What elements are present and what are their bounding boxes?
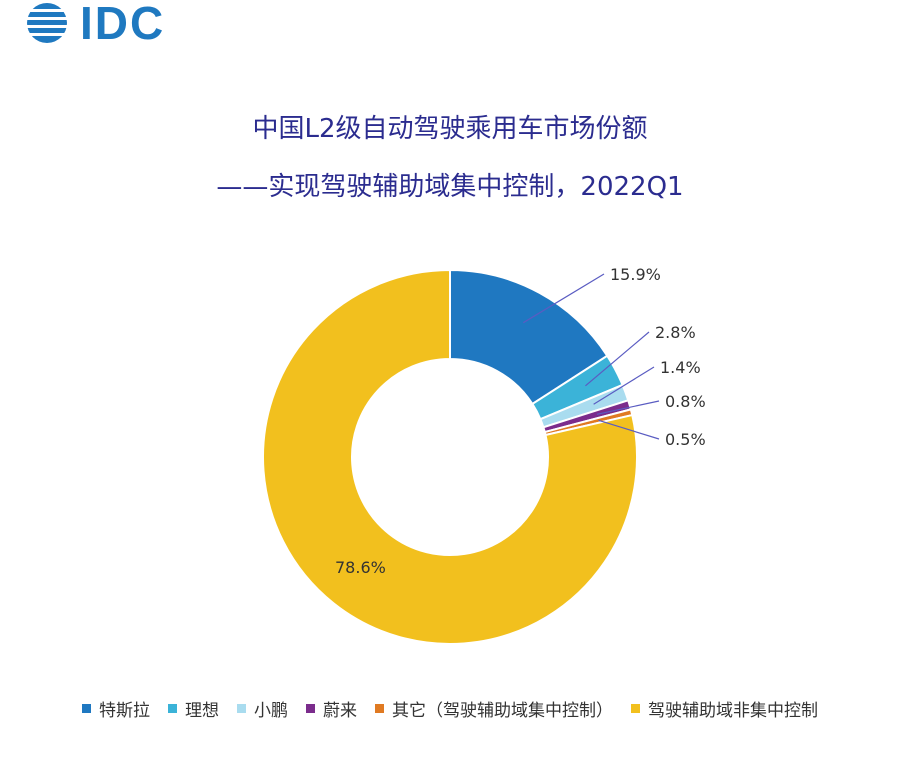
logo-text: IDC bbox=[80, 0, 166, 49]
data-label: 0.8% bbox=[665, 392, 706, 411]
legend-swatch bbox=[631, 704, 640, 713]
legend-label: 其它（驾驶辅助域集中控制） bbox=[392, 701, 613, 721]
chart-subtitle: ——实现驾驶辅助域集中控制，2022Q1 bbox=[216, 172, 684, 202]
donut-slice bbox=[449, 268, 609, 406]
leader-line bbox=[598, 419, 660, 440]
chart-title: 中国L2级自动驾驶乘用车市场份额 bbox=[252, 114, 648, 144]
legend-item: 小鹏 bbox=[237, 696, 288, 721]
donut-chart: 15.9% 2.8% 1.4% 0.8% 0.5% 78.6% bbox=[262, 265, 706, 645]
donut-slice bbox=[262, 268, 638, 645]
legend-label: 蔚来 bbox=[323, 701, 357, 721]
chart-legend: 特斯拉 理想 小鹏 蔚来 其它（驾驶辅助域集中控制） 驾驶辅助域非集中控制 bbox=[0, 696, 900, 721]
leader-line bbox=[522, 273, 605, 324]
legend-item: 驾驶辅助域非集中控制 bbox=[631, 696, 818, 721]
legend-label: 小鹏 bbox=[254, 701, 288, 721]
legend-item: 其它（驾驶辅助域集中控制） bbox=[375, 696, 613, 721]
data-label: 78.6% bbox=[335, 558, 386, 577]
globe-icon bbox=[25, 3, 69, 43]
legend-swatch bbox=[82, 704, 91, 713]
leader-line bbox=[596, 400, 660, 415]
legend-swatch bbox=[306, 704, 315, 713]
legend-item: 特斯拉 bbox=[82, 696, 150, 721]
leader-line bbox=[585, 331, 650, 387]
legend-swatch bbox=[375, 704, 384, 713]
legend-swatch bbox=[237, 704, 246, 713]
idc-logo: IDC bbox=[22, 0, 165, 46]
legend-label: 特斯拉 bbox=[99, 701, 150, 721]
legend-item: 理想 bbox=[168, 696, 219, 721]
legend-label: 理想 bbox=[185, 701, 219, 721]
legend-item: 蔚来 bbox=[306, 696, 357, 721]
leader-line bbox=[593, 366, 655, 405]
legend-label: 驾驶辅助域非集中控制 bbox=[648, 701, 818, 721]
data-label: 15.9% bbox=[610, 265, 661, 284]
data-label: 0.5% bbox=[665, 430, 706, 449]
data-label: 2.8% bbox=[655, 323, 696, 342]
legend-swatch bbox=[168, 704, 177, 713]
data-label: 1.4% bbox=[660, 358, 701, 377]
